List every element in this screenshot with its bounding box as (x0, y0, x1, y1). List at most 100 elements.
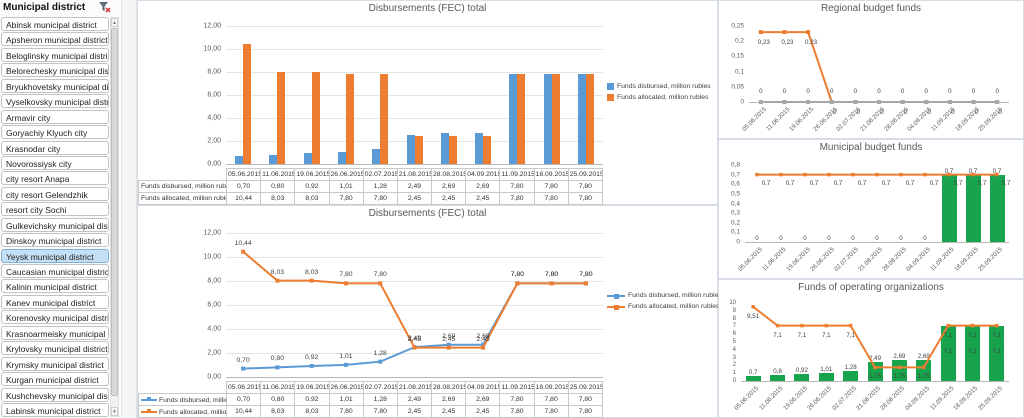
list-item[interactable]: Krylovsky municipal district (1, 341, 109, 356)
value-cell: 2,49 (396, 393, 433, 406)
x-axis (745, 242, 1009, 243)
date-header-cell: 18.09.2015 (533, 168, 569, 181)
point-label: 7,80 (544, 271, 559, 279)
point-label: 10,44 (234, 239, 252, 247)
list-item[interactable]: Caucasian municipal district (1, 264, 109, 278)
chart-regional-budget[interactable]: 0,25 0,2 0,15 0,1 0,05 0 0,23 0,23 0,23 0 0 0 0 0 0 0 0 0… (719, 16, 1023, 138)
list-item[interactable]: Novorossiysk city (1, 155, 109, 170)
point-label: 0,80 (270, 355, 285, 363)
list-item[interactable]: Labinsk municipal district (1, 402, 109, 417)
list-item[interactable]: Belorechesky municipal dist... (1, 63, 109, 78)
chart-operating-organizations[interactable]: 10 9 8 7 6 5 4 3 2 1 0 0,7 0,8 0,92 1,01 1,28 2,49 2,69 2,… (719, 295, 1023, 417)
point-label: 8,03 (270, 268, 285, 276)
y-tick-label: 2,00 (207, 349, 221, 357)
point-label: 2,69 (476, 332, 490, 340)
table-corner (139, 382, 227, 394)
point-label: 0,23 (757, 39, 770, 47)
date-header-cell: 11.09.2015 (499, 381, 535, 394)
list-item[interactable]: Dinskoy municipal district (1, 233, 109, 248)
bar-label: 2,49 (868, 354, 882, 362)
bar-label: 0 (755, 235, 759, 242)
bar (794, 373, 810, 381)
list-item[interactable]: Korenovsky municipal district (1, 310, 109, 325)
point-label: 0 (903, 109, 908, 116)
list-item[interactable]: city resort Anapa (1, 171, 109, 186)
list-item[interactable]: Krymsky municipal district (1, 356, 109, 371)
value-cell: 7,80 (567, 192, 604, 205)
date-header-cell: 05.06.2015 (225, 381, 262, 394)
legend-swatch-orange (607, 94, 614, 101)
scroll-down-icon[interactable]: ▼ (111, 407, 118, 416)
bar (235, 155, 244, 164)
list-item[interactable]: Abinsk municipal district (1, 17, 109, 31)
value-cell: 8,03 (260, 192, 296, 205)
y-tick-label: 2 (732, 362, 736, 369)
value-cell: 7,80 (567, 405, 604, 418)
point-label: 2,45 (476, 335, 490, 343)
value-cell: 8,03 (294, 405, 330, 418)
list-item[interactable]: Krasnodar city (1, 140, 109, 155)
list-item[interactable]: Kanev municipal district (1, 294, 109, 309)
date-header-cell: 25.09.2015 (567, 168, 604, 181)
point-label: 0 (856, 109, 861, 116)
legend-line-icon (141, 408, 157, 415)
scroll-up-icon[interactable]: ▲ (111, 18, 118, 27)
bar (770, 374, 786, 381)
list-item[interactable]: Bryukhovetsky municipal di... (1, 78, 109, 93)
bar (891, 360, 907, 381)
list-item[interactable]: resort city Sochi (1, 202, 109, 217)
listbox-scrollbar[interactable]: ▲ ▼ (110, 17, 119, 417)
date-header-cell: 19.06.2015 (294, 168, 330, 181)
date-header-cell: 18.09.2015 (533, 381, 569, 394)
list-item[interactable]: Kalinin municipal district (1, 279, 109, 294)
bar (406, 135, 415, 164)
y-tick-label: 6 (732, 331, 736, 338)
bar (916, 360, 932, 381)
point-label: 7,80 (510, 271, 524, 279)
gridline (226, 281, 603, 282)
value-cell: 7,80 (567, 393, 604, 406)
list-item[interactable]: Krasnoarmeisky municipal ... (1, 325, 109, 340)
chart-municipal-budget[interactable]: 0,8 0,7 0,6 0,5 0,4 0,3 0,2 0,1 0 0 0 0 0 0 0 0 0 0,7 0,7 0… (719, 155, 1023, 278)
x-axis (226, 377, 603, 378)
y-tick-label: 0,8 (730, 161, 740, 169)
list-item[interactable]: Vyselkovsky municipal distr... (1, 94, 109, 109)
list-item[interactable]: Goryachiy Klyuch city (1, 125, 109, 140)
list-item[interactable]: Apsheron municipal district (1, 32, 109, 47)
date-header-cell: 02.07.2015 (362, 168, 398, 181)
scrollbar-thumb[interactable] (111, 28, 118, 396)
date-header-cell: 26.06.2015 (328, 381, 364, 394)
list-item[interactable]: Kurgan municipal district (1, 372, 109, 387)
value-cell: 0,80 (260, 180, 296, 193)
bar (277, 71, 286, 164)
series-label-cell: Funds allocated, million rubles (138, 192, 227, 205)
value-cell: 2,69 (465, 393, 501, 406)
list-item[interactable]: Armavir city (1, 109, 109, 124)
y-tick-label: 0,6 (730, 180, 740, 188)
list-item[interactable]: Yeysk municipal district (1, 248, 109, 263)
chart-title: Regional budget funds (820, 3, 922, 14)
list-item[interactable]: Gulkevichsky municipal dist... (1, 217, 109, 232)
point-label: 0,92 (305, 353, 319, 361)
list-item[interactable]: Kushchevsky municipal dis... (1, 387, 109, 402)
legend-item-allocated: Funds allocated, million rubles (607, 94, 717, 101)
list-item[interactable]: Beloglinsky municipal district (1, 47, 109, 62)
line-series-layer (755, 172, 999, 177)
point-label: 7,80 (544, 271, 559, 279)
chart-disbursements-bar[interactable]: 12,00 10,00 8,00 6,00 4,00 2,00 0,00 (138, 16, 605, 168)
value-cell: 7,80 (328, 192, 364, 205)
y-tick-label: 9 (732, 307, 736, 314)
y-tick-label: 5 (732, 339, 736, 345)
value-cell: 7,80 (328, 405, 364, 418)
chart-disbursements-line[interactable]: 12,00 10,00 8,00 6,00 4,00 2,00 0,00 0,70 0,80 0,… (138, 221, 605, 381)
value-cell: 2,49 (396, 180, 433, 193)
value-cell: 1,28 (362, 393, 398, 406)
list-item[interactable]: city resort Gelendzhik (1, 186, 109, 201)
point-label: 0 (971, 88, 976, 95)
value-cell: 0,92 (294, 180, 330, 193)
date-header-cell: 21.08.2015 (396, 168, 433, 181)
value-cell: 0,70 (225, 393, 262, 406)
clear-filter-icon[interactable] (98, 1, 111, 14)
bar-label: 2,69 (917, 353, 930, 361)
point-label: 0,7 (881, 179, 891, 187)
